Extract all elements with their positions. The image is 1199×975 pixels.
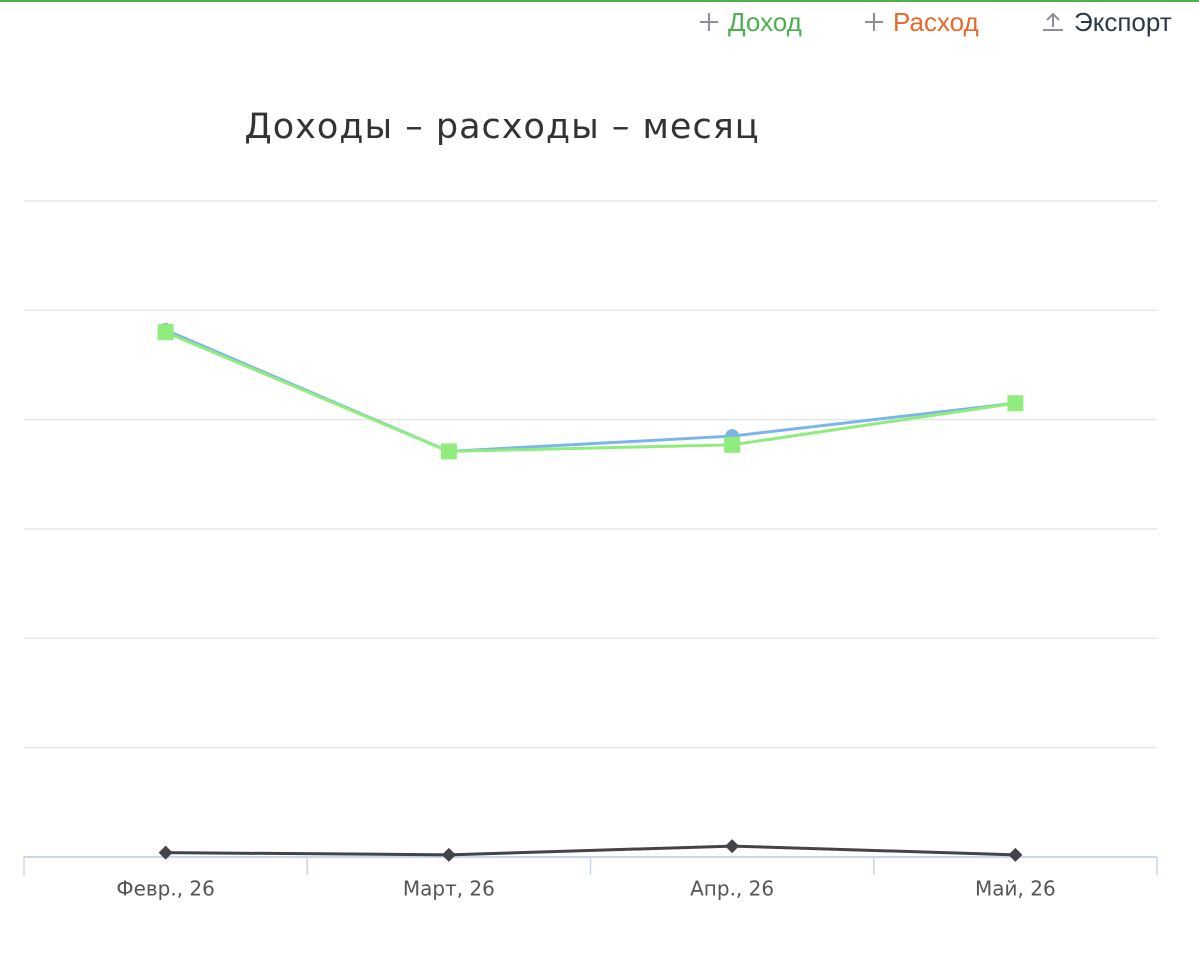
- series-line: [165, 328, 1016, 453]
- export-icon: [1043, 12, 1063, 31]
- add-expense-button[interactable]: Расход: [863, 4, 979, 40]
- plus-icon: [865, 13, 883, 31]
- plus-icon: [700, 13, 718, 31]
- x-tick-label: Февр., 26: [116, 877, 215, 901]
- point-marker: [1007, 395, 1024, 412]
- point-marker: [725, 839, 740, 854]
- point-marker: [1008, 847, 1023, 862]
- top-border: [0, 0, 1199, 2]
- add-income-button[interactable]: Доход: [698, 4, 802, 40]
- x-tick-label: Март, 26: [403, 877, 495, 901]
- x-tick-label: Апр., 26: [690, 877, 774, 901]
- button-label: Расход: [893, 6, 979, 37]
- chart-title: Доходы – расходы – месяц: [244, 107, 759, 147]
- x-tick-label: Май, 26: [975, 877, 1056, 901]
- point-marker: [157, 324, 174, 341]
- point-marker: [158, 845, 173, 860]
- button-label: Экспорт: [1074, 6, 1172, 37]
- point-marker: [441, 847, 456, 862]
- export-button[interactable]: Экспорт: [1040, 4, 1172, 40]
- button-label: Доход: [728, 6, 802, 37]
- series-line: [165, 330, 1016, 453]
- point-marker: [724, 436, 741, 453]
- series-line: [165, 844, 1016, 857]
- point-marker: [440, 443, 457, 460]
